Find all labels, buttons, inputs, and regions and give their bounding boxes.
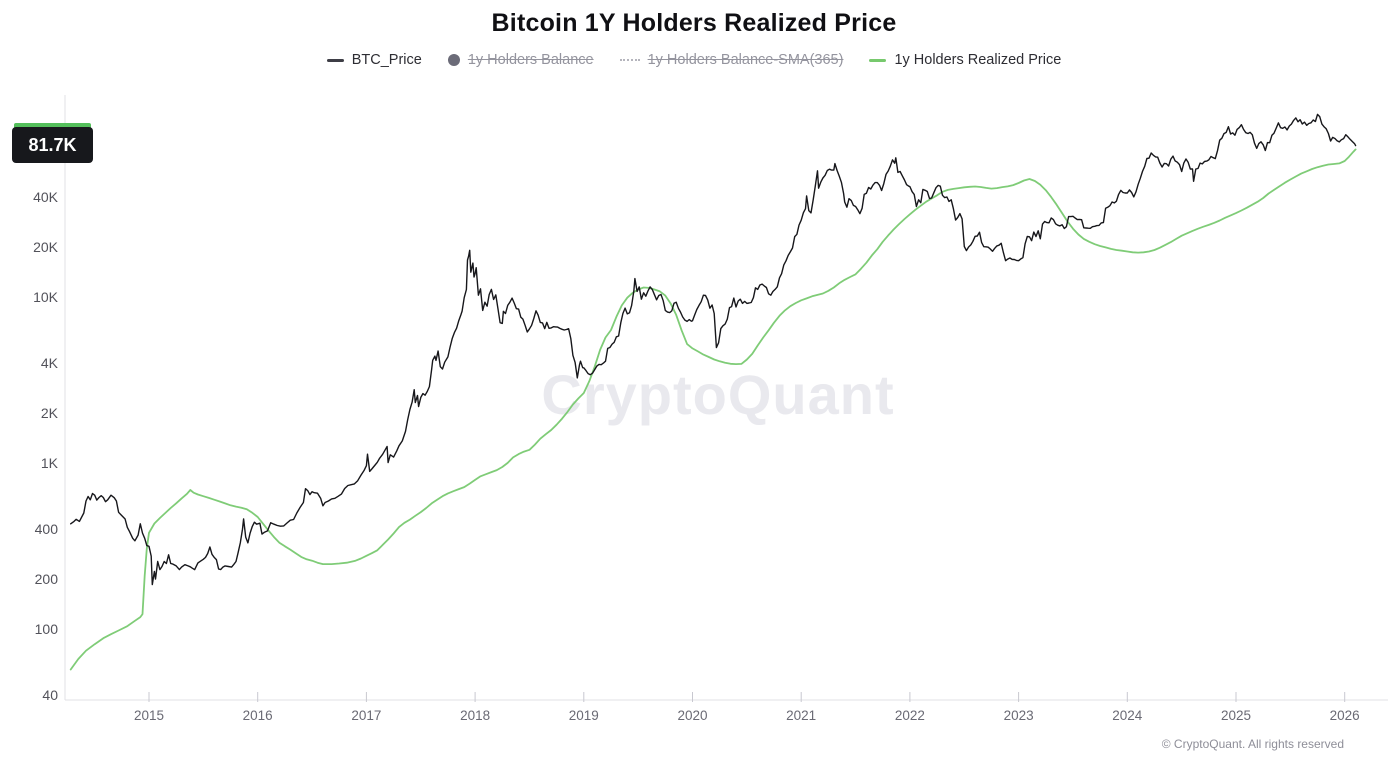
cryptoquant-watermark: CryptoQuant (541, 363, 895, 426)
chart-title: Bitcoin 1Y Holders Realized Price (491, 9, 897, 37)
y-axis-label: 1K (40, 455, 58, 471)
legend-item-btc-price[interactable]: BTC_Price (326, 52, 422, 68)
legend-dashed-marker-icon (619, 59, 640, 61)
y-axis-label: 200 (34, 571, 58, 588)
legend: BTC_Price 1y Holders Balance 1y Holders Ba… (0, 52, 1388, 68)
legend-label: 1y Holders Realized Price (894, 52, 1062, 68)
legend-item-1y-holders-realized-price[interactable]: 1y Holders Realized Price (869, 52, 1061, 68)
y-axis-label: 400 (34, 521, 58, 538)
x-axis-label: 2021 (786, 708, 817, 723)
x-axis-label: 2017 (351, 708, 382, 723)
legend-label: 1y Holders Balance (467, 52, 594, 68)
1y-holders-realized-price-line (69, 148, 1357, 671)
y-axis-label: 40 (42, 687, 58, 704)
legend-label: BTC_Price (351, 52, 422, 68)
x-axis-label: 2019 (568, 708, 599, 723)
current-price-badge: 81.7K (12, 127, 93, 163)
legend-circle-marker-icon (447, 54, 460, 66)
legend-line-marker-icon (869, 58, 887, 62)
y-axis-label: 20K (33, 239, 58, 256)
x-axis-label: 2018 (460, 708, 491, 723)
x-axis-label: 2016 (242, 708, 273, 723)
btc-price-line (69, 113, 1357, 586)
y-axis-label: 100 (34, 621, 58, 637)
y-axis-label: 2K (40, 405, 58, 422)
copyright-notice: © CryptoQuant. All rights reserved (1161, 737, 1344, 751)
x-axis-label: 2026 (1329, 708, 1360, 723)
x-axis-label: 2020 (677, 708, 708, 723)
legend-item-1y-holders-balance[interactable]: 1y Holders Balance (447, 52, 594, 68)
legend-line-marker-icon (326, 58, 344, 62)
y-axis-label: 40K (33, 189, 58, 206)
x-axis-label: 2015 (133, 708, 165, 723)
x-axis-label: 2023 (1003, 708, 1034, 723)
y-axis-label: 10K (33, 289, 58, 305)
x-axis-label: 2022 (894, 708, 925, 723)
legend-label: 1y Holders Balance-SMA(365) (647, 52, 844, 68)
x-axis-label: 2025 (1220, 708, 1252, 723)
x-axis-label: 2024 (1112, 708, 1143, 723)
legend-item-1y-holders-balance-sma-365[interactable]: 1y Holders Balance-SMA(365) (619, 52, 844, 68)
y-axis-label: 4K (40, 355, 58, 372)
